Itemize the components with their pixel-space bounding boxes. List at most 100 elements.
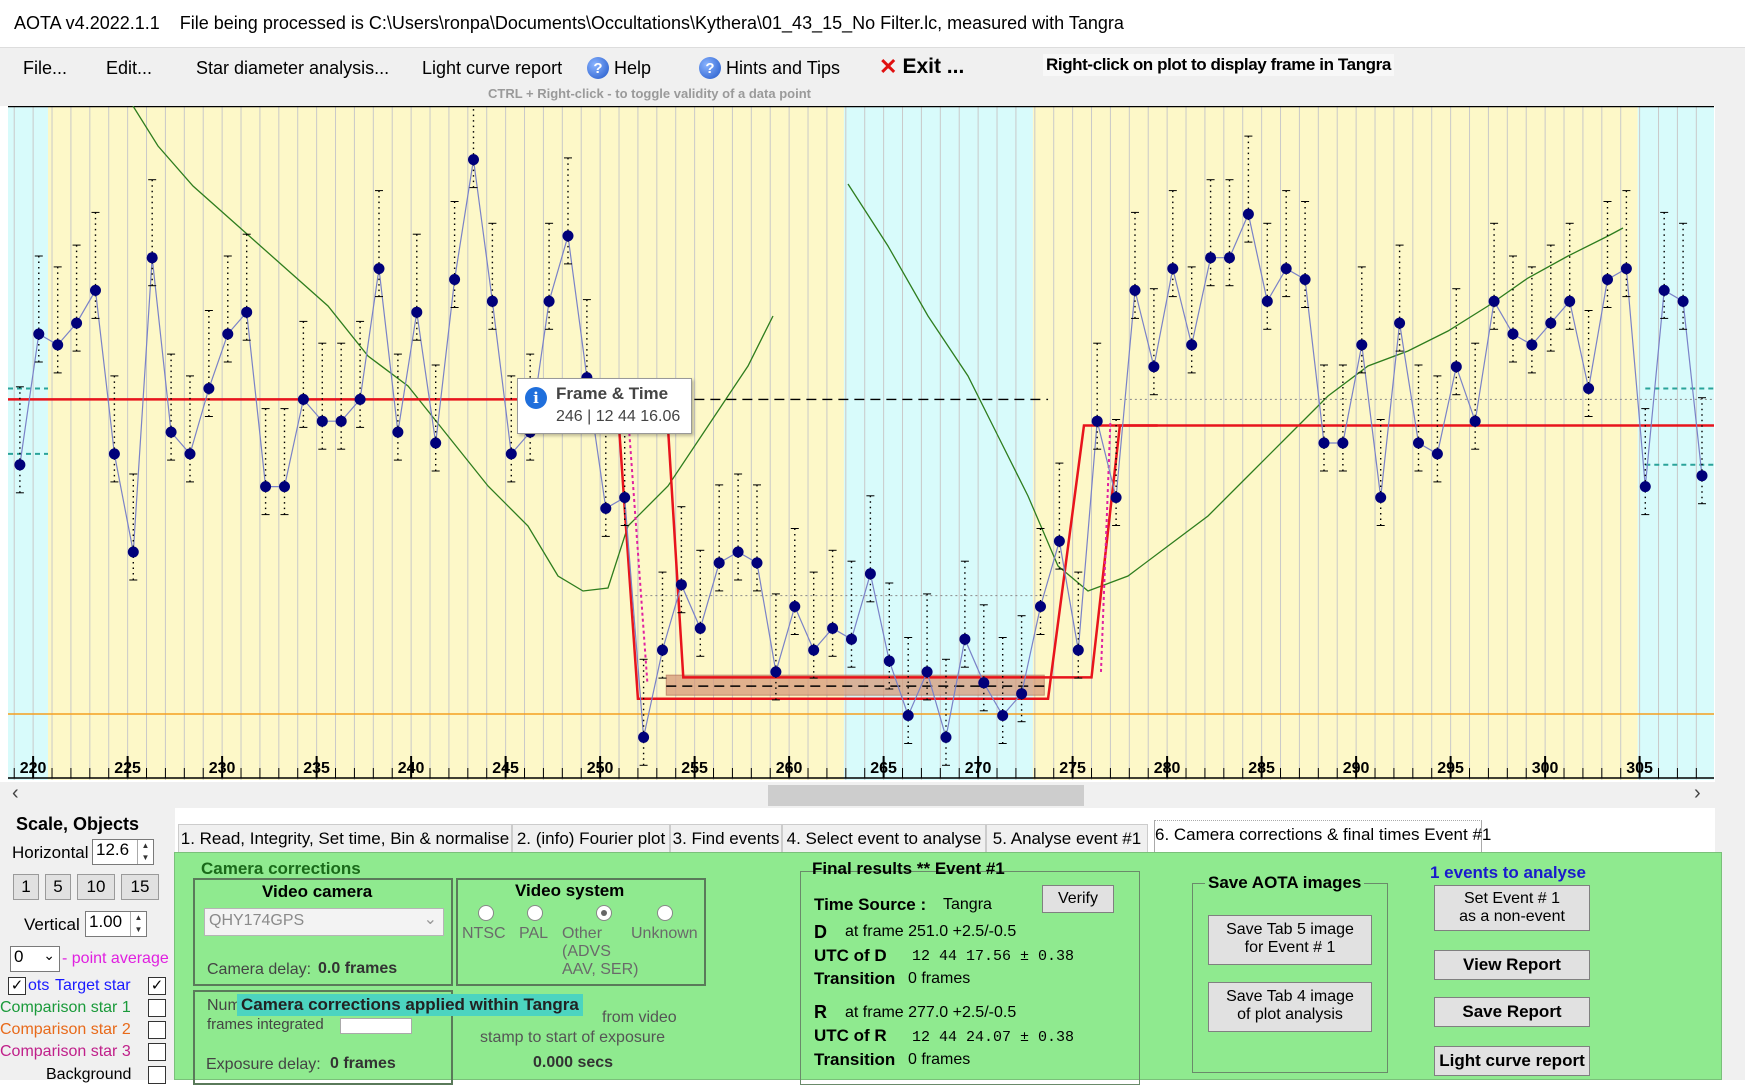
- tab-fourier-plot[interactable]: 2. (info) Fourier plot: [512, 824, 670, 852]
- x-tick-label: 270: [964, 760, 992, 777]
- app-title: AOTA v4.2022.1.1: [14, 13, 160, 33]
- data-point: [1223, 252, 1235, 264]
- plot-canvas[interactable]: [8, 106, 1714, 780]
- scale-preset-15[interactable]: 15: [121, 874, 159, 900]
- vertical-scale-spinner[interactable]: 1.00 ▲ ▼: [85, 911, 147, 937]
- data-point: [1148, 361, 1160, 373]
- close-icon: ✕: [879, 54, 898, 79]
- tab-read-integrity[interactable]: 1. Read, Integrity, Set time, Bin & norm…: [178, 824, 512, 852]
- utc-d-value: 12 44 17.56 ± 0.38: [912, 948, 1075, 965]
- tab-find-events[interactable]: 3. Find events: [670, 824, 782, 852]
- scroll-right-icon[interactable]: ›: [1694, 782, 1701, 804]
- data-point: [1639, 481, 1651, 493]
- tab-camera-corrections[interactable]: 6. Camera corrections & final times Even…: [1154, 820, 1491, 852]
- background-checkbox[interactable]: [148, 1066, 166, 1084]
- comparison-star-1-checkbox[interactable]: [148, 999, 166, 1017]
- data-point: [543, 295, 555, 307]
- horizontal-label: Horizontal: [12, 843, 89, 862]
- num-frames-label: Num: [207, 997, 241, 1014]
- data-point: [71, 317, 83, 329]
- radio-ntsc[interactable]: [478, 905, 494, 921]
- data-point: [1601, 274, 1613, 285]
- scale-preset-10[interactable]: 10: [77, 874, 115, 900]
- data-point: [751, 557, 763, 569]
- scale-preset-1[interactable]: 1: [13, 874, 39, 900]
- radio-other[interactable]: [596, 905, 612, 921]
- camera-corrections-overlay: Camera corrections applied within Tangra: [237, 994, 583, 1016]
- data-point: [600, 502, 612, 514]
- data-point: [940, 731, 952, 743]
- r-label: R: [814, 1002, 827, 1022]
- tooltip-value: 246 | 12 44 16.06: [556, 408, 681, 425]
- menu-bar: File... Edit... Star diameter analysis..…: [0, 48, 1745, 106]
- spinner-arrows-icon[interactable]: ▲ ▼: [137, 840, 153, 864]
- target-star-checkbox[interactable]: ✓: [148, 977, 166, 995]
- exposure-delay-value: 0 frames: [330, 1055, 396, 1072]
- comparison-star-3-checkbox[interactable]: [148, 1043, 166, 1061]
- view-report-button[interactable]: View Report: [1434, 950, 1590, 980]
- data-point: [1545, 317, 1557, 329]
- time-source-value: Tangra: [943, 896, 992, 913]
- data-point: [1072, 644, 1084, 656]
- radio-unknown[interactable]: [657, 905, 673, 921]
- data-point: [619, 492, 631, 503]
- data-point: [1280, 263, 1292, 275]
- spinner-arrows-icon[interactable]: ▲ ▼: [130, 912, 146, 936]
- final-results-title: Final results ** Event #1: [812, 859, 1005, 878]
- data-point: [241, 306, 253, 318]
- data-point: [1129, 284, 1141, 296]
- save-tab4-button[interactable]: Save Tab 4 image of plot analysis: [1208, 982, 1372, 1032]
- menu-edit[interactable]: Edit...: [106, 58, 153, 78]
- data-point: [1677, 295, 1689, 307]
- tab-analyse-event[interactable]: 5. Analyse event #1: [986, 824, 1148, 852]
- save-tab5-button[interactable]: Save Tab 5 image for Event # 1: [1208, 915, 1372, 965]
- data-point: [1053, 535, 1065, 547]
- save-images-title: Save AOTA images: [1205, 873, 1365, 893]
- scroll-thumb[interactable]: [768, 785, 1084, 806]
- right-click-hint: Right-click on plot to display frame in …: [1043, 54, 1394, 76]
- set-non-event-button[interactable]: Set Event # 1 as a non-event: [1434, 885, 1590, 931]
- comparison-star-2-checkbox[interactable]: [148, 1021, 166, 1039]
- scale-objects-title: Scale, Objects: [16, 814, 140, 834]
- unknown-label: Unknown: [631, 925, 698, 942]
- horizontal-scrollbar[interactable]: ‹ ›: [0, 782, 1715, 808]
- data-point: [978, 677, 990, 689]
- menu-exit[interactable]: ✕ Exit ...: [879, 54, 965, 79]
- menu-light-curve-report[interactable]: Light curve report: [422, 58, 563, 78]
- menu-star-diameter[interactable]: Star diameter analysis...: [196, 58, 390, 78]
- utc-d-label: UTC of D: [814, 946, 887, 965]
- light-curve-plot[interactable]: [8, 106, 1714, 780]
- verify-button[interactable]: Verify: [1042, 885, 1114, 913]
- menu-file[interactable]: File...: [23, 58, 68, 78]
- save-report-button[interactable]: Save Report: [1434, 997, 1590, 1027]
- transition-r-value: 0 frames: [908, 1051, 971, 1068]
- tab-select-event[interactable]: 4. Select event to analyse: [782, 824, 986, 852]
- light-curve-report-button[interactable]: Light curve report: [1434, 1046, 1590, 1076]
- frames-integrated-input[interactable]: [340, 1018, 412, 1034]
- data-point: [1034, 601, 1046, 612]
- target-star-label: Target star: [55, 977, 131, 994]
- frame-time-tooltip: i Frame & Time 246 | 12 44 16.06: [517, 378, 692, 434]
- point-average-dropdown[interactable]: 0 ⌄: [10, 946, 60, 972]
- data-point: [222, 328, 234, 340]
- video-stamp-label-2: stamp to start of exposure: [480, 1029, 665, 1046]
- camera-delay-value: 0.0 frames: [318, 960, 398, 977]
- scale-preset-5[interactable]: 5: [45, 874, 71, 900]
- data-point: [1261, 295, 1273, 307]
- data-point: [1488, 295, 1500, 307]
- data-point: [694, 622, 706, 634]
- data-point: [430, 437, 442, 449]
- video-camera-box: [193, 878, 453, 986]
- dots-checkbox[interactable]: ✓: [8, 977, 26, 995]
- horizontal-scale-spinner[interactable]: 12.6 ▲ ▼: [92, 839, 154, 865]
- x-tick-label: 245: [492, 760, 519, 777]
- radio-pal[interactable]: [527, 905, 543, 921]
- menu-help[interactable]: ? Help: [587, 57, 651, 79]
- menu-hints[interactable]: ? Hints and Tips: [699, 57, 840, 79]
- camera-select[interactable]: QHY174GPS ⌄: [204, 908, 444, 936]
- scroll-left-icon[interactable]: ‹: [12, 782, 19, 804]
- transition-d-label: Transition: [814, 969, 896, 988]
- data-point: [1526, 339, 1538, 351]
- x-tick-label: 285: [1248, 760, 1275, 777]
- chevron-down-icon: ⌄: [43, 947, 55, 963]
